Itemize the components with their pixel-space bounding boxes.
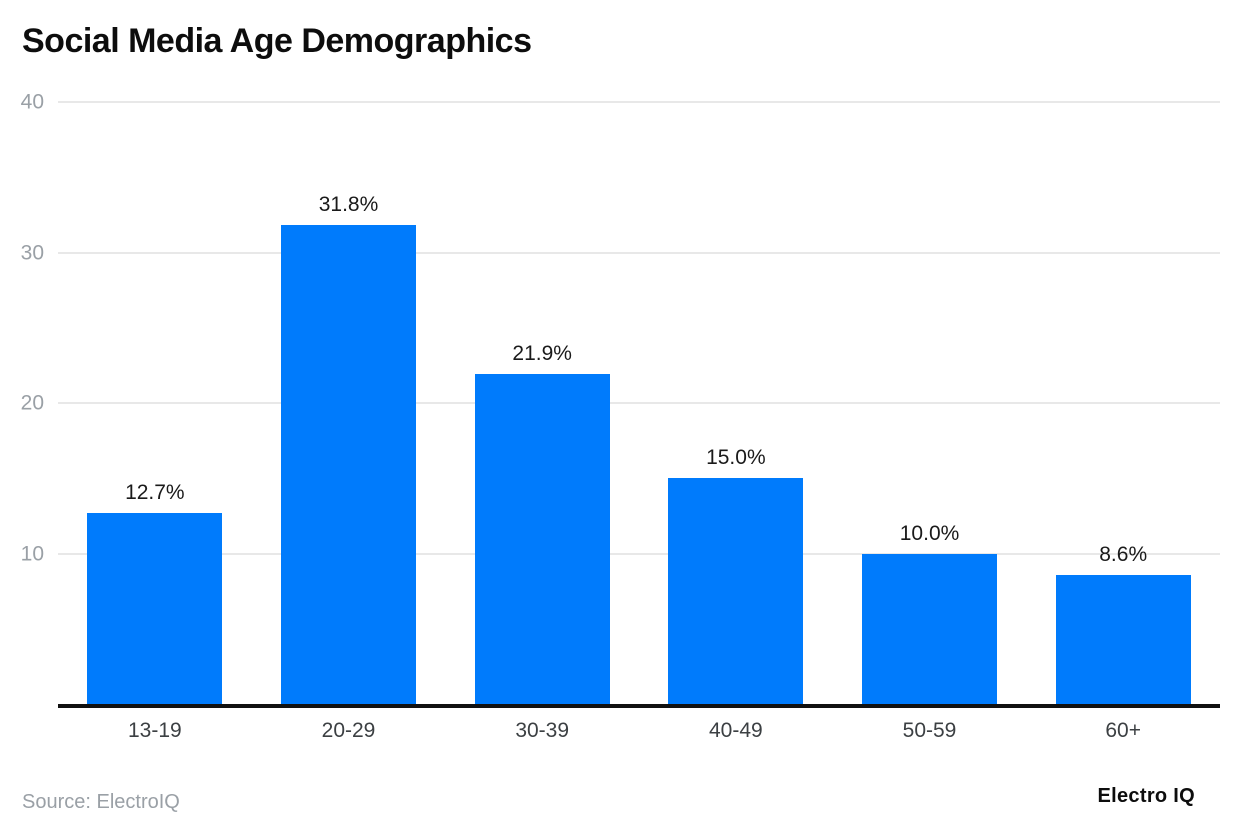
x-axis-tick-label: 60+ (1105, 719, 1141, 742)
bar (668, 478, 804, 704)
bar (281, 225, 416, 704)
bar-column: 10.0% 50-59 (833, 102, 1027, 741)
bar-value-label: 8.6% (1099, 542, 1148, 566)
bar-series: 12.7% 13-19 31.8% 20-29 21.9% 30-39 15.0% 40-49… (58, 102, 1220, 741)
bar-column: 21.9% 30-39 (445, 102, 639, 741)
bar-value-label: 21.9% (512, 342, 572, 366)
x-axis-tick-label: 30-39 (515, 719, 570, 742)
page-title: Social Media Age Demographics (22, 22, 532, 60)
x-axis-tick-label: 50-59 (902, 719, 957, 742)
bar-value-label: 15.0% (706, 446, 766, 470)
y-axis-tick-label: 10 (20, 542, 44, 565)
bar-column: 31.8% 20-29 (252, 102, 446, 741)
y-axis-tick-label: 30 (20, 241, 44, 264)
bar-value-label: 31.8% (318, 193, 379, 217)
bar-column: 12.7% 13-19 (58, 102, 252, 741)
brand-logo: Electro IQ (1097, 785, 1195, 807)
x-axis-tick-label: 13-19 (127, 719, 182, 742)
bar-value-label: 12.7% (125, 480, 185, 504)
y-axis-tick-label: 40 (20, 90, 44, 114)
bar (474, 374, 610, 704)
x-axis-tick-label: 20-29 (321, 719, 376, 742)
bar-value-label: 10.0% (899, 521, 960, 545)
source-note: Source: ElectroIQ (22, 791, 180, 813)
bar (1055, 574, 1191, 704)
y-axis-tick-label: 20 (20, 391, 44, 415)
bar-column: 15.0% 40-49 (639, 102, 833, 741)
x-axis-tick-label: 40-49 (708, 719, 763, 742)
bar (87, 512, 223, 704)
plot-area: 10 20 30 40 12.7% 13-19 31.8% 20-29 21.9% 30-39 15… (21, 92, 1220, 741)
gridline (58, 402, 1220, 404)
gridline (58, 101, 1220, 103)
gridline (58, 251, 1220, 254)
bar-column: 8.6% 60+ (1026, 102, 1220, 741)
bar (862, 553, 998, 704)
gridline (58, 552, 1220, 555)
